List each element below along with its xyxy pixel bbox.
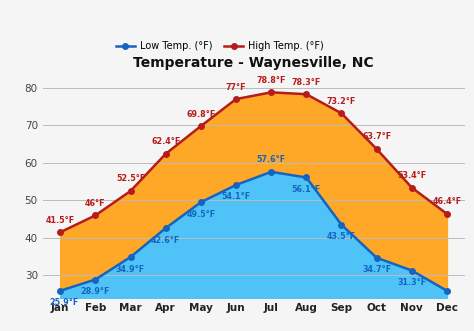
Text: 49.5°F: 49.5°F [186, 210, 215, 219]
Text: 28.9°F: 28.9°F [81, 287, 110, 296]
Text: 31.3°F: 31.3°F [397, 278, 426, 287]
Text: 69.8°F: 69.8°F [186, 110, 216, 118]
Text: 46°F: 46°F [85, 199, 106, 208]
Text: 73.2°F: 73.2°F [327, 97, 356, 106]
Text: 25.9°F: 25.9°F [50, 298, 79, 307]
Text: 57.6°F: 57.6°F [256, 155, 286, 165]
Text: 63.7°F: 63.7°F [362, 132, 391, 141]
Text: 78.8°F: 78.8°F [256, 76, 286, 85]
Text: 41.5°F: 41.5°F [46, 216, 75, 225]
Text: 43.5°F: 43.5°F [327, 232, 356, 241]
Text: 42.6°F: 42.6°F [151, 236, 180, 245]
Legend: Low Temp. (°F), High Temp. (°F): Low Temp. (°F), High Temp. (°F) [112, 37, 328, 55]
Text: 34.9°F: 34.9°F [116, 264, 145, 273]
Text: 54.1°F: 54.1°F [221, 193, 251, 202]
Text: 53.4°F: 53.4°F [397, 171, 426, 180]
Text: 78.3°F: 78.3°F [292, 78, 321, 87]
Text: 77°F: 77°F [226, 82, 246, 92]
Title: Temperature - Waynesville, NC: Temperature - Waynesville, NC [133, 56, 374, 70]
Text: 34.7°F: 34.7°F [362, 265, 391, 274]
Text: 46.4°F: 46.4°F [432, 197, 462, 206]
Text: 52.5°F: 52.5°F [116, 174, 145, 183]
Text: 56.1°F: 56.1°F [292, 185, 321, 194]
Text: 62.4°F: 62.4°F [151, 137, 180, 146]
